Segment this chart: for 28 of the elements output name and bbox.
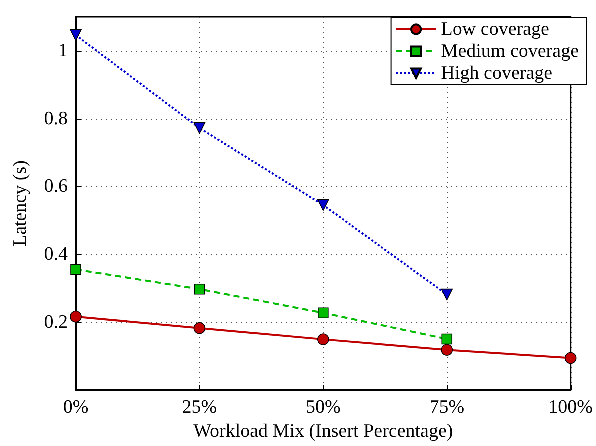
x-axis-title: Workload Mix (Insert Percentage) (194, 421, 454, 442)
x-tick-label: 100% (548, 397, 594, 418)
x-tick-label: 0% (63, 397, 89, 418)
x-tick-label: 75% (430, 397, 465, 418)
y-tick-label: 0.6 (44, 176, 68, 198)
point (194, 284, 206, 295)
y-tick-label: 1 (58, 40, 68, 62)
point (70, 310, 82, 323)
point (194, 322, 206, 334)
y-tick-label: 0.8 (44, 108, 68, 130)
x-tick-label: 25% (182, 397, 218, 418)
point (70, 264, 82, 276)
y-tick-label: 0.2 (44, 312, 68, 333)
point (318, 334, 330, 346)
point (441, 344, 454, 356)
point (441, 288, 454, 301)
point (318, 199, 330, 212)
point (70, 29, 82, 42)
x-tick-label: 50% (306, 397, 342, 418)
point (318, 308, 329, 319)
legend-label: Low coverage (441, 19, 550, 40)
point (194, 122, 206, 134)
y-tick-label: 0.4 (44, 244, 68, 265)
point (564, 352, 577, 364)
y-axis-title: Latency (s) (10, 160, 31, 247)
legend-label: High coverage (441, 63, 553, 84)
legend-label: Medium coverage (441, 41, 580, 62)
point (442, 334, 453, 345)
